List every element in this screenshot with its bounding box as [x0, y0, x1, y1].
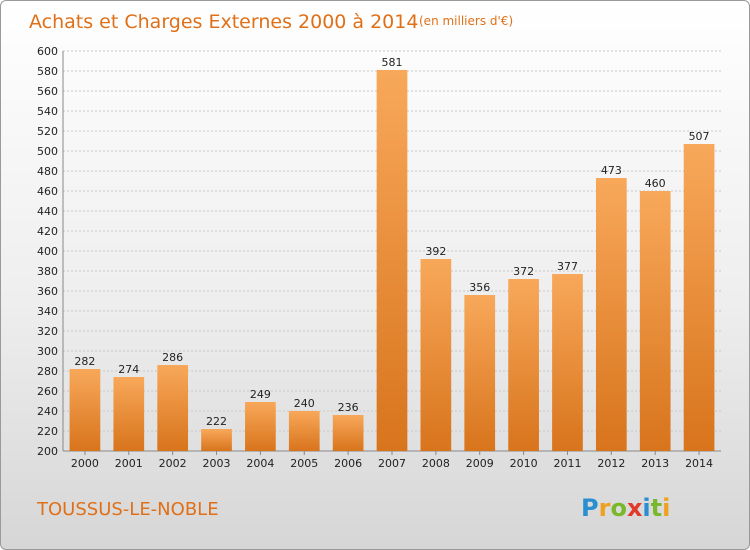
y-tick-label: 260: [37, 385, 58, 398]
x-tick-layer: 2000 2001 2002 2003 2004 2005 2006 2007 2008 2009…: [71, 451, 713, 470]
bar: [464, 295, 496, 451]
proxiti-logo: Proxiti: [581, 494, 670, 522]
bar-value-label: 377: [557, 260, 578, 273]
bar: [420, 259, 452, 451]
bar-value-label: 392: [425, 245, 446, 258]
y-tick-label: 320: [37, 325, 58, 338]
x-tick-label: 2004: [246, 457, 274, 470]
bar-value-label: 222: [206, 415, 227, 428]
bar-value-label: 507: [689, 130, 710, 143]
x-tick-label: 2012: [597, 457, 625, 470]
y-tick-label: 200: [37, 445, 58, 458]
x-tick-label: 2008: [422, 457, 450, 470]
bar-value-label: 274: [118, 363, 139, 376]
x-tick-label: 2006: [334, 457, 362, 470]
bar: [288, 411, 320, 451]
x-tick-label: 2011: [553, 457, 581, 470]
bar: [201, 429, 232, 451]
y-tick-label: 300: [37, 345, 58, 358]
y-tick-label: 560: [37, 85, 58, 98]
y-tick-label: 240: [37, 405, 58, 418]
logo-letter: r: [599, 494, 611, 522]
bar: [157, 365, 189, 451]
y-tick-label: 380: [37, 265, 58, 278]
bar-value-label: 282: [74, 355, 95, 368]
bar-value-label: 236: [338, 401, 359, 414]
logo-letter: i: [642, 494, 650, 522]
bar: [595, 178, 627, 451]
y-tick-label: 460: [37, 185, 58, 198]
x-tick-label: 2009: [466, 457, 494, 470]
y-tick-label: 480: [37, 165, 58, 178]
x-tick-label: 2002: [159, 457, 187, 470]
chart-title: Achats et Charges Externes 2000 à 2014: [29, 11, 418, 33]
x-tick-label: 2005: [290, 457, 318, 470]
chart-subtitle: (en milliers d'€): [419, 14, 513, 28]
y-tick-label: 540: [37, 105, 58, 118]
x-tick-label: 2003: [203, 457, 231, 470]
bar: [69, 369, 101, 451]
bar-layer: 282 274 286 222 249 240 236 581 392 356 372 377 473 4…: [69, 56, 715, 451]
x-tick-label: 2010: [510, 457, 538, 470]
logo-letter: o: [610, 494, 627, 522]
bar: [639, 191, 671, 451]
bar-value-label: 581: [382, 56, 403, 69]
bar-value-label: 286: [162, 351, 183, 364]
bar-value-label: 356: [469, 281, 490, 294]
x-tick-label: 2001: [115, 457, 143, 470]
x-tick-label: 2007: [378, 457, 406, 470]
y-tick-label: 580: [37, 65, 58, 78]
bar: [683, 144, 715, 451]
y-tick-label: 420: [37, 225, 58, 238]
x-tick-label: 2014: [685, 457, 713, 470]
place-name: TOUSSUS-LE-NOBLE: [36, 499, 219, 520]
y-tick-label: 400: [37, 245, 58, 258]
y-tick-label: 360: [37, 285, 58, 298]
bar-value-label: 249: [250, 388, 271, 401]
bar: [508, 279, 539, 451]
y-tick-label: 600: [37, 45, 58, 58]
logo-letter: P: [581, 494, 599, 522]
bar: [332, 415, 364, 451]
x-tick-label: 2000: [71, 457, 99, 470]
bar-value-label: 372: [513, 265, 534, 278]
bar: [552, 274, 583, 451]
bar: [376, 70, 408, 451]
bar-value-label: 460: [645, 177, 666, 190]
y-tick-label: 220: [37, 425, 58, 438]
y-tick-label: 500: [37, 145, 58, 158]
bar: [245, 402, 276, 451]
bar-value-label: 240: [294, 397, 315, 410]
logo-letter: i: [662, 494, 670, 522]
y-tick-label: 440: [37, 205, 58, 218]
bar: [113, 377, 145, 451]
logo-letter: t: [651, 494, 662, 522]
bar-value-label: 473: [601, 164, 622, 177]
x-tick-label: 2013: [641, 457, 669, 470]
y-tick-label: 520: [37, 125, 58, 138]
y-tick-label: 280: [37, 365, 58, 378]
y-tick-label: 340: [37, 305, 58, 318]
logo-letter: x: [627, 494, 643, 522]
